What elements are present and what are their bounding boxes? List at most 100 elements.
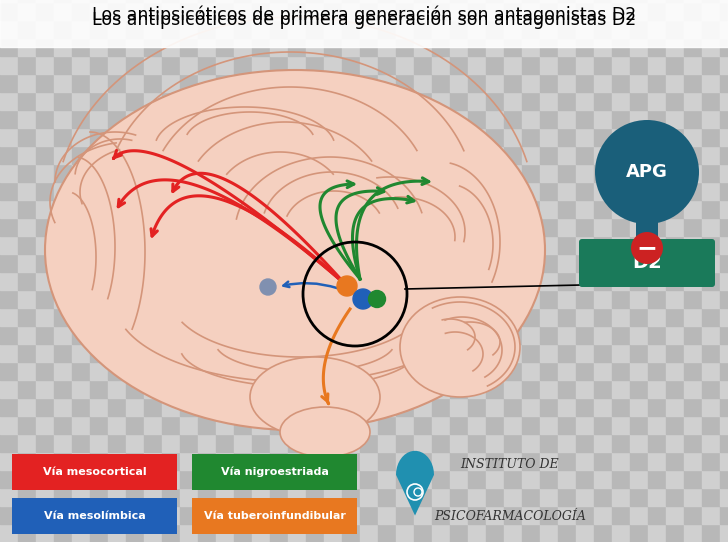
Bar	[612, 326, 630, 344]
Bar	[270, 236, 288, 254]
Bar	[666, 488, 684, 506]
Bar	[216, 398, 234, 416]
Bar	[36, 20, 54, 38]
Bar	[18, 380, 36, 398]
Bar	[612, 20, 630, 38]
Bar	[342, 272, 360, 290]
Bar	[144, 272, 162, 290]
Bar	[18, 434, 36, 452]
Bar	[306, 344, 324, 362]
Bar	[252, 200, 270, 218]
Bar	[18, 56, 36, 74]
Bar	[126, 182, 144, 200]
Text: APG: APG	[626, 163, 668, 181]
Bar	[522, 344, 540, 362]
Bar	[270, 434, 288, 452]
Bar	[144, 344, 162, 362]
Bar	[198, 56, 216, 74]
Bar	[288, 362, 306, 380]
Bar	[216, 164, 234, 182]
Bar	[612, 254, 630, 272]
Bar	[378, 92, 396, 110]
Text: Vía nigroestriada: Vía nigroestriada	[221, 467, 328, 478]
Bar	[630, 56, 648, 74]
Bar	[72, 488, 90, 506]
Bar	[486, 200, 504, 218]
Bar	[180, 56, 198, 74]
Bar	[612, 434, 630, 452]
Bar	[558, 74, 576, 92]
Bar	[540, 218, 558, 236]
Bar	[576, 344, 594, 362]
Bar	[54, 74, 72, 92]
Bar	[144, 362, 162, 380]
Bar	[54, 308, 72, 326]
Bar	[414, 92, 432, 110]
Bar	[636, 222, 658, 250]
Bar	[162, 308, 180, 326]
Bar	[396, 398, 414, 416]
Bar	[360, 344, 378, 362]
Bar	[540, 110, 558, 128]
Bar	[54, 488, 72, 506]
Bar	[360, 416, 378, 434]
Circle shape	[260, 279, 276, 295]
Bar	[576, 416, 594, 434]
Bar	[54, 434, 72, 452]
Bar	[522, 398, 540, 416]
Bar	[216, 218, 234, 236]
Bar	[666, 524, 684, 542]
Bar	[630, 92, 648, 110]
Bar	[306, 110, 324, 128]
Bar	[702, 20, 720, 38]
Bar	[360, 524, 378, 542]
Bar	[162, 488, 180, 506]
Bar	[558, 218, 576, 236]
Bar	[486, 128, 504, 146]
Bar	[288, 326, 306, 344]
Bar	[396, 254, 414, 272]
Bar	[504, 488, 522, 506]
Bar	[486, 434, 504, 452]
Bar	[594, 308, 612, 326]
Bar	[144, 524, 162, 542]
Bar	[414, 74, 432, 92]
Bar	[504, 452, 522, 470]
Bar	[180, 290, 198, 308]
Bar	[126, 434, 144, 452]
Bar	[576, 488, 594, 506]
Bar	[558, 398, 576, 416]
Bar	[540, 290, 558, 308]
Bar	[468, 434, 486, 452]
Bar	[90, 128, 108, 146]
Bar	[504, 164, 522, 182]
Bar	[414, 326, 432, 344]
Bar	[270, 218, 288, 236]
Bar	[0, 470, 18, 488]
Bar	[702, 488, 720, 506]
Bar	[108, 164, 126, 182]
Bar	[18, 308, 36, 326]
Bar	[666, 398, 684, 416]
Bar	[306, 272, 324, 290]
Bar	[612, 218, 630, 236]
Bar	[522, 146, 540, 164]
Bar	[90, 92, 108, 110]
Bar	[252, 218, 270, 236]
Bar	[378, 20, 396, 38]
Bar	[108, 74, 126, 92]
Bar	[360, 398, 378, 416]
Bar	[198, 290, 216, 308]
Bar	[54, 362, 72, 380]
Bar	[108, 398, 126, 416]
Bar	[126, 92, 144, 110]
Bar	[252, 362, 270, 380]
Bar	[486, 416, 504, 434]
Bar	[720, 2, 728, 20]
Bar	[450, 182, 468, 200]
Bar	[360, 92, 378, 110]
Bar	[108, 0, 126, 2]
Bar	[306, 2, 324, 20]
Bar	[198, 416, 216, 434]
Bar	[558, 452, 576, 470]
